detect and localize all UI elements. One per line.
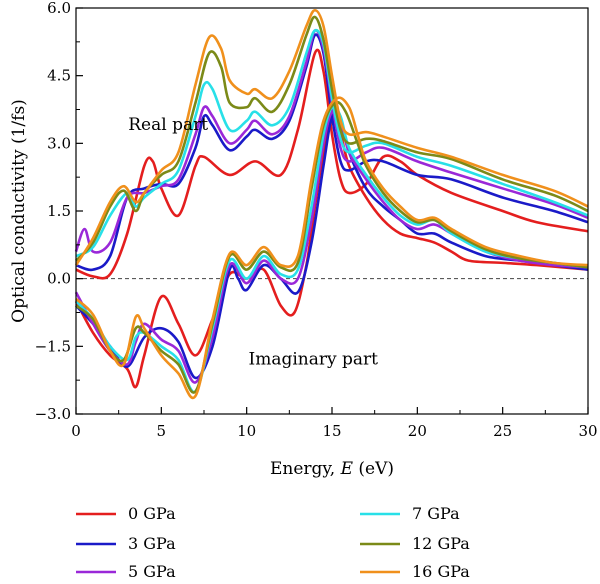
y-tick-label: 6.0 [47,0,71,17]
series-real-16-gpa [74,8,589,266]
x-axis-label-var: E [340,459,354,479]
legend-label: 3 GPa [128,534,176,553]
annotation-label: Imaginary part [248,349,378,369]
y-tick-label: 3.0 [47,134,71,152]
y-tick-label: 4.5 [47,67,71,85]
series-real-5-gpa [74,28,589,254]
series-imag-3-gpa [75,111,589,380]
legend-label: 12 GPa [412,534,470,553]
x-axis-label-unit: (eV) [353,459,394,479]
x-tick-label: 20 [408,422,427,440]
y-tick-label: 0.0 [47,270,71,288]
x-tick-label: 25 [493,422,512,440]
series-imag-5-gpa [74,109,589,384]
series-real-7-gpa [75,28,589,258]
series-imag-12-gpa [75,100,589,394]
legend-label: 5 GPa [128,562,176,581]
y-axis-label: Optical conductivity (1/fs) [9,99,29,323]
x-tick-label: 5 [157,422,167,440]
series-imag-16-gpa [75,96,589,400]
x-axis-label: Energy, E (eV) [270,459,394,479]
series-real-0-gpa [75,48,589,280]
annotations: Real part Imaginary part [128,115,378,370]
legend: 0 GPa 3 GPa 5 GPa 7 GPa 12 GPa 16 GPa [76,504,470,581]
legend-label: 16 GPa [412,562,470,581]
x-axis-label-prefix: Energy, [270,459,341,479]
series-real-3-gpa [75,33,589,272]
legend-label: 7 GPa [412,504,460,523]
y-tick-label: −3.0 [35,405,71,423]
y-tick-label: 1.5 [47,202,71,220]
x-tick-label: 15 [322,422,341,440]
legend-label: 0 GPa [128,504,176,523]
x-tick-label: 30 [578,422,597,440]
axis-ticks: 0 5 10 15 20 25 30 −3.0 −1.5 0.0 1.5 3.0 4.5 6.0 [35,0,598,440]
series-lines [74,8,589,400]
y-tick-label: −1.5 [35,337,71,355]
x-tick-label: 0 [71,422,81,440]
annotation-label: Real part [128,115,208,135]
x-tick-label: 10 [237,422,256,440]
